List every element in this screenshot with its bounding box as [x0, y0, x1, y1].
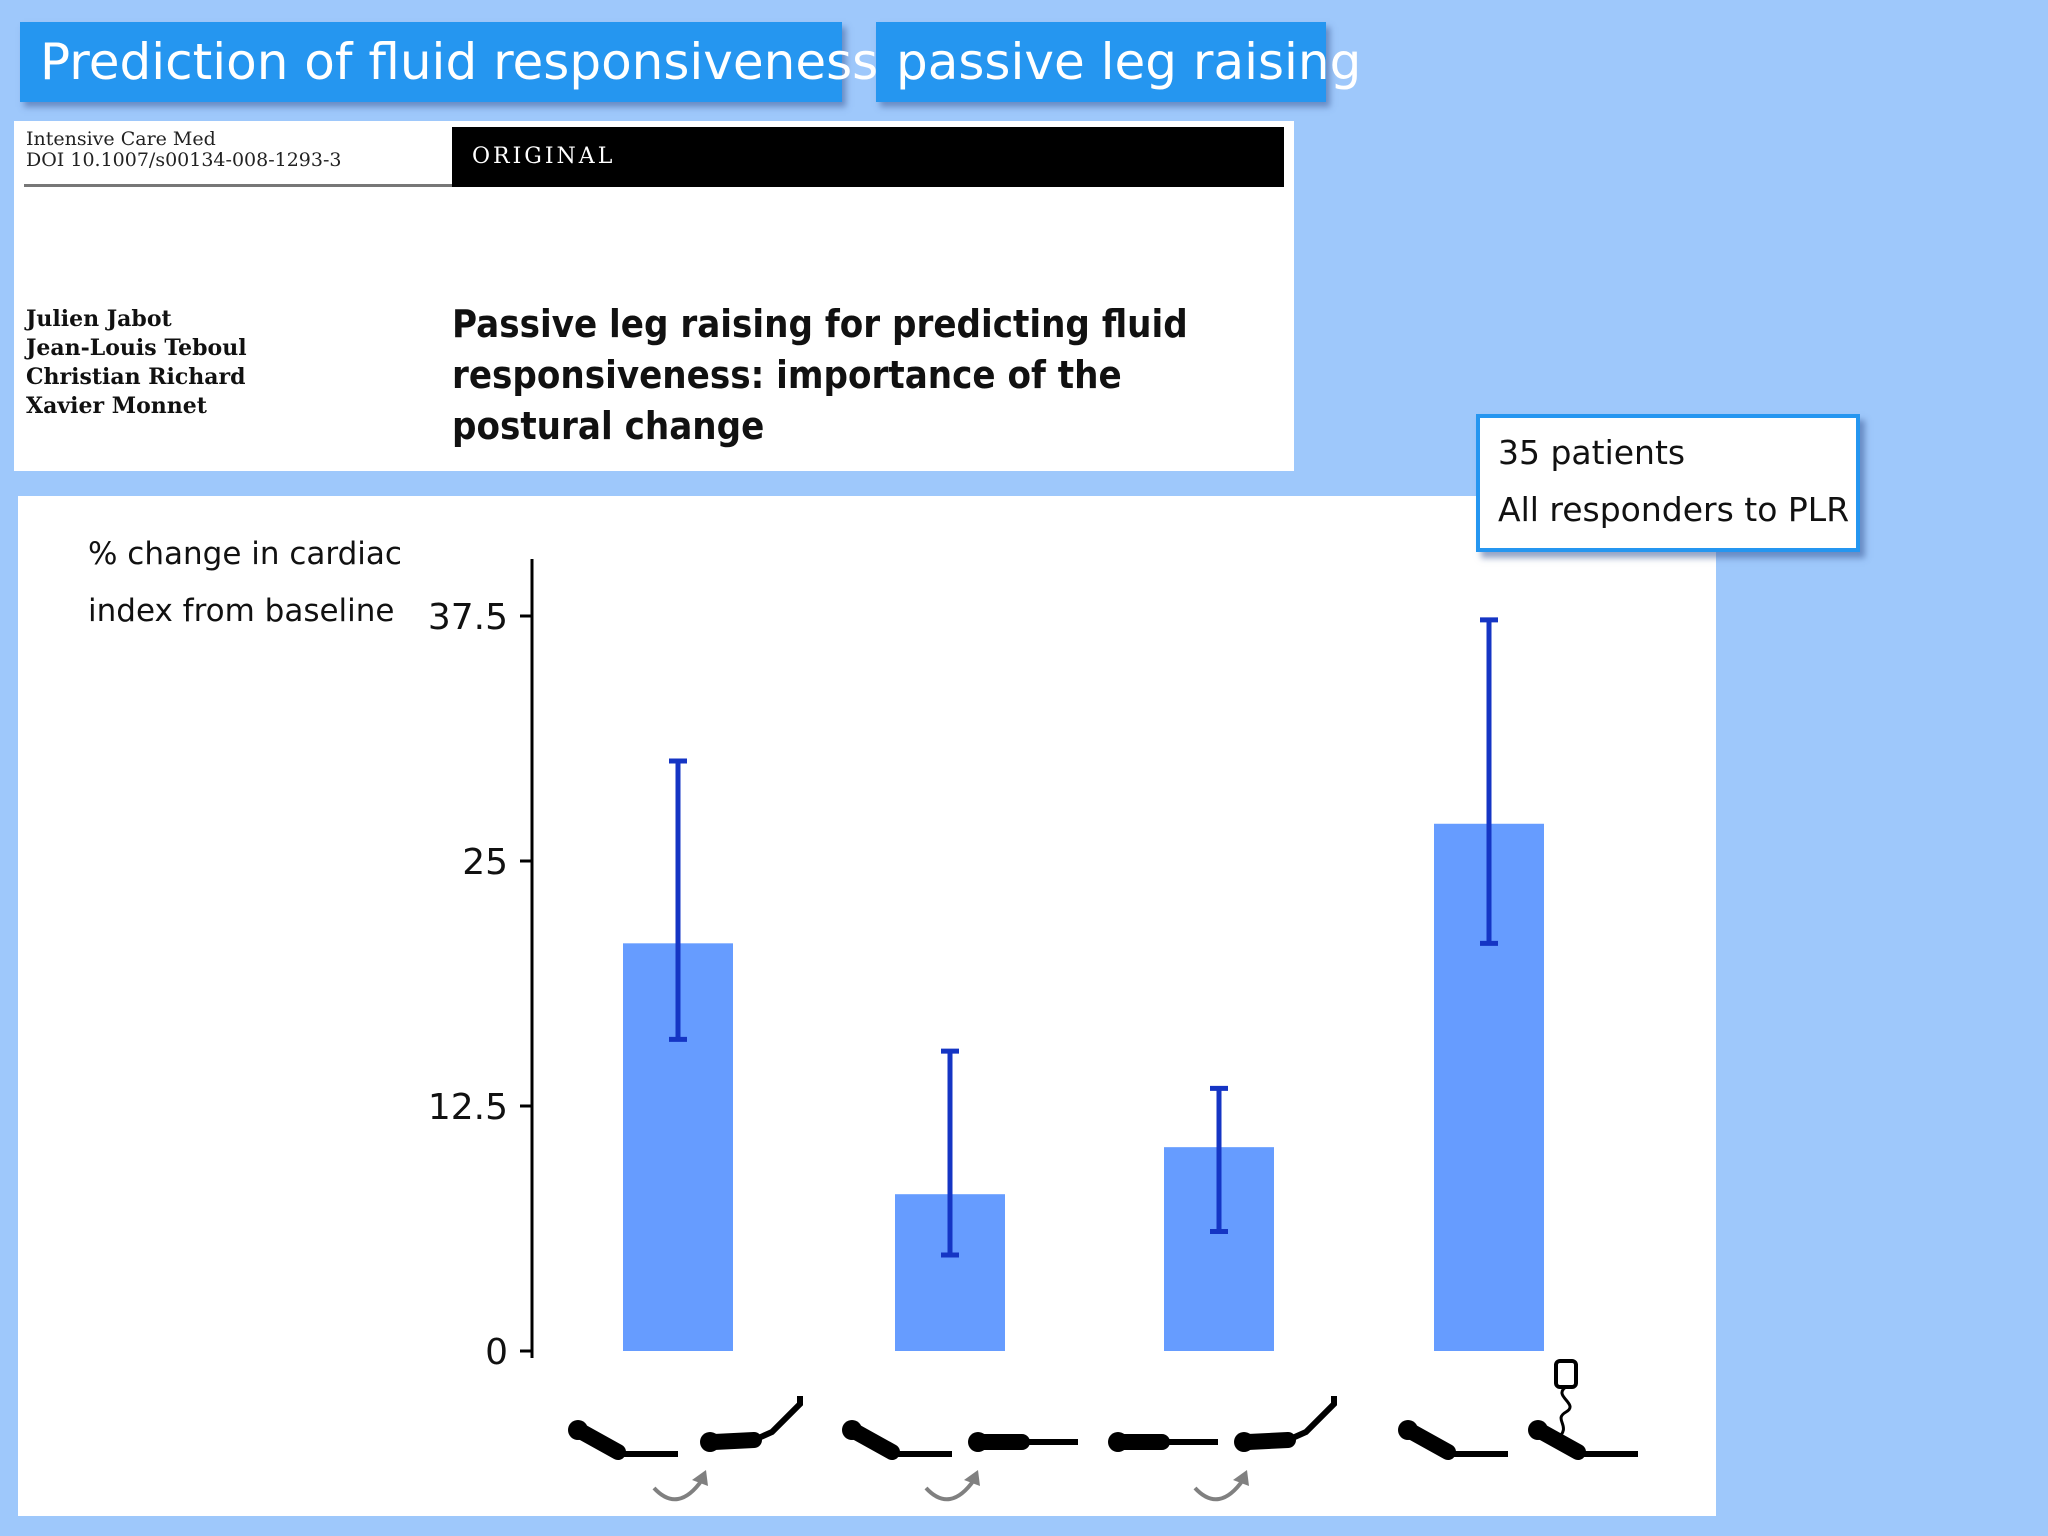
journal-info: Intensive Care Med DOI 10.1007/s00134-00…	[26, 129, 342, 171]
section-banner: ORIGINAL	[452, 127, 1284, 187]
y-tick-label: 0	[485, 1332, 508, 1373]
arrow-curve	[924, 1478, 976, 1502]
journal-name: Intensive Care Med	[26, 128, 216, 150]
author-list: Julien Jabot Jean-Louis Teboul Christian…	[26, 305, 247, 421]
y-tick-label: 37.5	[428, 597, 508, 638]
slide-title: Prediction of fluid responsiveness	[20, 22, 878, 102]
legs-shape	[752, 1396, 803, 1443]
arrow-head	[692, 1470, 708, 1486]
author: Julien Jabot	[26, 306, 172, 332]
arrow-curve	[1193, 1478, 1245, 1502]
bar-chart: 0 12.5 25 37.5	[428, 559, 1638, 1502]
fluid-infusion-icon	[1398, 1359, 1638, 1460]
callout-responders: All responders to PLR	[1498, 490, 1850, 529]
torso-shape	[1534, 1424, 1586, 1460]
y-axis-label: % change in cardiac index from baseline	[88, 536, 402, 629]
torso-shape	[1404, 1424, 1456, 1460]
author: Christian Richard	[26, 364, 246, 390]
supine-to-plr-icon	[1108, 1396, 1337, 1502]
y-tick-label: 25	[462, 842, 508, 883]
chart-panel: % change in cardiac index from baseline …	[18, 496, 1716, 1516]
paper-header-image: Intensive Care Med DOI 10.1007/s00134-00…	[14, 121, 1294, 471]
paper-title: Passive leg raising for predicting fluid…	[452, 302, 1188, 448]
supine-to-plr-icon	[842, 1420, 1078, 1502]
torso-shape	[574, 1424, 626, 1460]
patients-callout: 35 patients All responders to PLR	[1476, 414, 1860, 552]
author: Jean-Louis Teboul	[26, 335, 247, 361]
arrow-head	[964, 1470, 980, 1486]
infusion-line-shape	[1555, 1385, 1572, 1442]
callout-patient-count: 35 patients	[1498, 433, 1686, 472]
torso-shape	[848, 1424, 900, 1460]
semi-recumbent-to-plr-icon	[568, 1396, 803, 1502]
journal-doi: DOI 10.1007/s00134-008-1293-3	[26, 149, 342, 171]
author: Xavier Monnet	[26, 393, 207, 419]
slide-subtitle: passive leg raising	[876, 22, 1361, 102]
legs-shape	[1286, 1396, 1337, 1443]
infusion-bag-shape	[1554, 1359, 1578, 1389]
arrow-curve	[652, 1478, 704, 1502]
arrow-head	[1233, 1470, 1249, 1486]
torso-shape	[706, 1432, 762, 1450]
header-rule	[24, 184, 464, 187]
y-tick-label: 12.5	[428, 1087, 508, 1128]
torso-shape	[1240, 1432, 1296, 1450]
